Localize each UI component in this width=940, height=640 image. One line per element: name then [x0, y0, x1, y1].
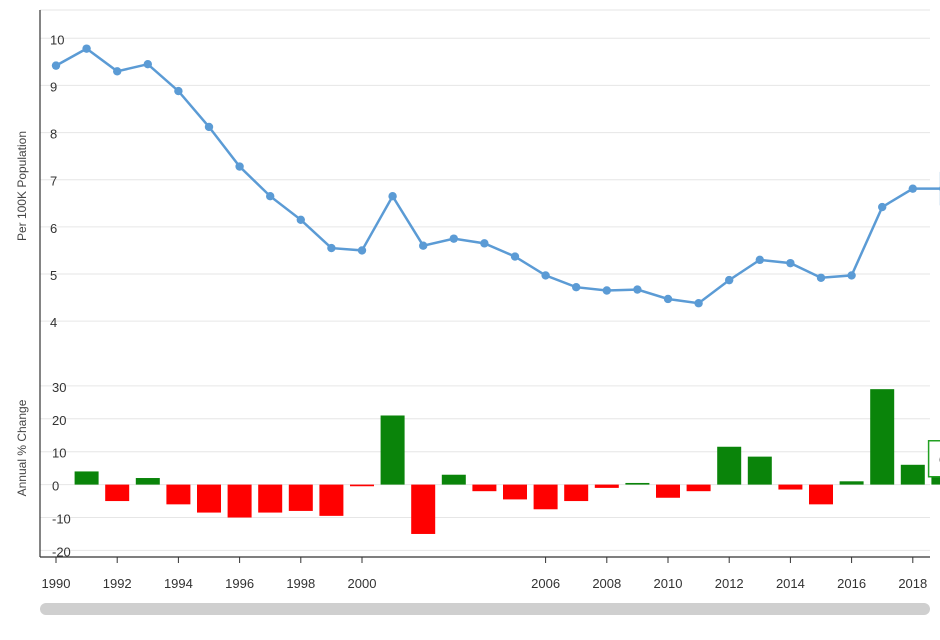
horizontal-scrollbar[interactable]: [40, 603, 930, 615]
data-point: [357, 246, 367, 255]
data-point: [663, 294, 673, 304]
bar-ytick-label: -10: [52, 512, 71, 527]
data-point: [572, 283, 581, 292]
tick-labels: 4 5 6 7 8 9 10 -20 -10 0 10 20 30 1990 1992 1994 1996 199…: [42, 32, 928, 591]
data-point: [327, 243, 336, 253]
tooltips: 6.816.02%2021: [927, 171, 940, 478]
line-ytick-label: 10: [50, 32, 64, 47]
bar-ytick-label: -20: [52, 544, 71, 559]
data-point: [694, 299, 703, 308]
bar: [870, 389, 895, 485]
data-point: [602, 286, 611, 295]
line-series: [51, 44, 940, 308]
bar-ytick-label: 20: [52, 413, 66, 428]
data-point: [755, 255, 764, 265]
bar: [839, 481, 864, 485]
data-point: [786, 258, 795, 268]
line-ytick-label: 9: [50, 79, 57, 94]
x-tick-label: 1998: [286, 576, 315, 591]
data-point: [143, 60, 152, 69]
data-point: [816, 273, 826, 282]
bar: [411, 484, 436, 534]
bar: [350, 484, 374, 487]
bar: [533, 484, 558, 510]
data-point: [266, 192, 275, 201]
bar-ytick-label: 30: [52, 380, 66, 395]
x-tick-label: 1992: [103, 576, 132, 591]
bar: [564, 484, 589, 502]
line-ytick-label: 4: [50, 315, 57, 330]
axes: [39, 10, 930, 563]
x-tick-label: 1994: [164, 576, 193, 591]
grid-lines: [40, 9, 930, 551]
bar: [686, 484, 711, 492]
bar: [319, 484, 344, 516]
x-tick-label: 1996: [225, 576, 254, 591]
bar: [380, 415, 405, 485]
bar-tooltip-box: [927, 440, 940, 478]
data-point: [510, 252, 520, 261]
x-tick-label: 2010: [654, 576, 683, 591]
bar: [594, 484, 619, 488]
bar: [74, 471, 99, 485]
bar: [197, 484, 221, 513]
bar-tooltip: 6.02%: [927, 440, 940, 478]
bar-series: [74, 389, 940, 534]
data-point: [51, 61, 61, 70]
data-point: [847, 271, 856, 280]
bar: [441, 474, 466, 485]
data-point: [113, 67, 122, 76]
bar: [288, 484, 313, 511]
x-tick-label: 2000: [348, 576, 377, 591]
bar: [135, 478, 160, 485]
data-point: [908, 184, 917, 193]
x-tick-label: 1990: [42, 576, 71, 591]
bar: [809, 484, 833, 505]
data-point: [388, 192, 397, 201]
bar: [227, 484, 252, 518]
x-tick-label: 2008: [592, 576, 621, 591]
bar: [717, 446, 742, 485]
bar: [105, 484, 130, 502]
data-point: [725, 275, 734, 285]
bar-ytick-label: 10: [52, 446, 66, 461]
bar: [166, 484, 191, 505]
line-ytick-label: 8: [50, 127, 57, 142]
bar: [747, 456, 772, 485]
bar: [778, 484, 803, 490]
x-tick-label: 2016: [837, 576, 866, 591]
x-tick-label: 2014: [776, 576, 805, 591]
line-ytick-label: 5: [50, 268, 57, 283]
data-point: [419, 241, 428, 250]
data-point: [449, 234, 458, 243]
bar: [900, 464, 925, 485]
line-ytick-label: 6: [50, 221, 57, 236]
bar: [503, 484, 527, 500]
x-tick-label: 2012: [715, 576, 744, 591]
data-point: [204, 122, 214, 132]
data-point: [541, 271, 550, 280]
line-ytick-label: 7: [50, 174, 57, 189]
bar: [625, 482, 650, 485]
bar: [656, 484, 680, 498]
bar-ytick-label: 0: [52, 479, 59, 494]
series-line: [55, 47, 940, 305]
data-point: [82, 44, 91, 53]
data-point: [633, 285, 642, 294]
bar: [472, 484, 497, 492]
data-point: [480, 239, 489, 248]
bar: [258, 484, 283, 513]
x-tick-label: 2018: [898, 576, 927, 591]
data-point: [174, 86, 183, 96]
data-point: [878, 202, 887, 212]
data-point: [235, 162, 244, 171]
bar-ylabel: Annual % Change: [15, 399, 29, 496]
data-point: [296, 215, 305, 224]
x-tick-label: 2006: [531, 576, 560, 591]
line-ylabel: Per 100K Population: [15, 131, 29, 241]
